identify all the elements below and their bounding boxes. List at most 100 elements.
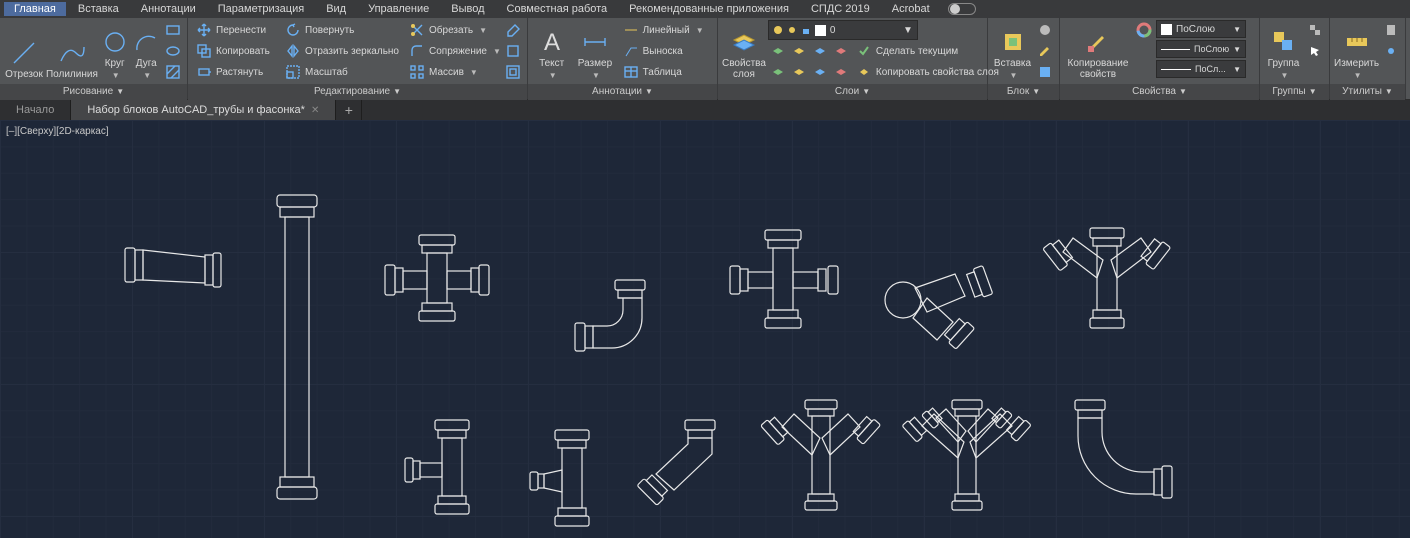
scale-button[interactable]: Масштаб xyxy=(281,62,403,82)
panel-title-props[interactable]: Свойства▼ xyxy=(1060,84,1259,100)
menu-tab-insert[interactable]: Вставка xyxy=(68,2,129,16)
offset-button[interactable] xyxy=(503,62,523,82)
explode-icon xyxy=(505,43,521,59)
move-button[interactable]: Перенести xyxy=(192,20,279,40)
circle-button[interactable]: Круг ▼ xyxy=(100,20,130,82)
leader-icon xyxy=(623,43,639,59)
ellipse-button[interactable] xyxy=(163,41,183,61)
mirror-button[interactable]: Отразить зеркально xyxy=(281,41,403,61)
menu-tab-output[interactable]: Вывод xyxy=(441,2,494,16)
match-layer-button[interactable]: Копировать свойства слоя xyxy=(852,62,1003,82)
insert-block-button[interactable]: Вставка ▼ xyxy=(992,20,1033,82)
layer-tool-5[interactable] xyxy=(768,62,788,82)
measure-button[interactable]: Измерить ▼ xyxy=(1334,20,1379,82)
ellipse-icon xyxy=(165,43,181,59)
new-tab-button[interactable]: + xyxy=(336,100,362,120)
util-tool-2[interactable] xyxy=(1381,41,1401,61)
menu-tab-manage[interactable]: Управление xyxy=(358,2,439,16)
menu-tab-view[interactable]: Вид xyxy=(316,2,356,16)
polyline-button[interactable]: Полилиния xyxy=(46,20,98,82)
array-button[interactable]: Массив▼ xyxy=(405,62,501,82)
layer-tool-6[interactable] xyxy=(789,62,809,82)
layer-selector[interactable]: 0 ▼ xyxy=(768,20,918,40)
table-button[interactable]: Таблица xyxy=(619,62,713,82)
text-button[interactable]: A Текст ▼ xyxy=(532,20,571,82)
match-props-button[interactable]: Копирование свойств xyxy=(1064,20,1132,82)
menu-tab-main[interactable]: Главная xyxy=(4,2,66,16)
group-label: Группа xyxy=(1268,58,1300,69)
layers-icon xyxy=(730,28,758,56)
panel-title-block[interactable]: Блок▼ xyxy=(988,84,1059,100)
group-tool-1[interactable] xyxy=(1305,20,1325,40)
arc-icon xyxy=(132,28,160,56)
menu-tab-acrobat[interactable]: Acrobat xyxy=(882,2,940,16)
menu-tab-recom[interactable]: Рекомендованные приложения xyxy=(619,2,799,16)
menu-tab-spds[interactable]: СПДС 2019 xyxy=(801,2,880,16)
rotate-button[interactable]: Повернуть xyxy=(281,20,403,40)
table-label: Таблица xyxy=(643,67,682,78)
menu-tab-annot[interactable]: Аннотации xyxy=(131,2,206,16)
toggle-switch[interactable] xyxy=(948,3,976,15)
menu-tab-collab[interactable]: Совместная работа xyxy=(497,2,618,16)
fillet-button[interactable]: Сопряжение▼ xyxy=(405,41,501,61)
trim-button[interactable]: Обрезать▼ xyxy=(405,20,501,40)
block-tool-3[interactable] xyxy=(1035,62,1055,82)
layer-tool-7[interactable] xyxy=(810,62,830,82)
bulb-icon xyxy=(773,25,783,35)
doc-tab-active[interactable]: Набор блоков AutoCAD_трубы и фасонка*✕ xyxy=(71,100,336,120)
linear-button[interactable]: Линейный▼ xyxy=(619,20,713,40)
layer-props-label: Свойства слоя xyxy=(722,58,766,80)
drawing-canvas[interactable]: [–][Сверху][2D-каркас] xyxy=(0,120,1410,538)
layer-tool-2[interactable] xyxy=(789,41,809,61)
close-icon[interactable]: ✕ xyxy=(311,105,319,116)
move-label: Перенести xyxy=(216,25,266,36)
document-tabs: Начало Набор блоков AutoCAD_трубы и фасо… xyxy=(0,100,1410,120)
arc-button[interactable]: Дуга ▼ xyxy=(131,20,161,82)
stretch-button[interactable]: Растянуть xyxy=(192,62,279,82)
layer-tool-3[interactable] xyxy=(810,41,830,61)
rotate-icon xyxy=(285,22,301,38)
doc-tab-start[interactable]: Начало xyxy=(0,100,71,120)
panel-title-draw[interactable]: Рисование▼ xyxy=(0,84,187,100)
block-tool-2[interactable] xyxy=(1035,41,1055,61)
group-tool-2[interactable] xyxy=(1305,41,1325,61)
leader-button[interactable]: Выноска xyxy=(619,41,713,61)
layer-icon xyxy=(813,65,827,79)
make-current-button[interactable]: Сделать текущим xyxy=(852,41,1003,61)
linetype-value: ПоСл... xyxy=(1195,64,1226,74)
mirror-label: Отразить зеркально xyxy=(305,46,399,57)
line-button[interactable]: Отрезок xyxy=(4,20,44,82)
layer-color-swatch xyxy=(815,25,826,36)
linetype-selector[interactable]: ПоСл...▼ xyxy=(1156,60,1246,78)
lineweight-selector[interactable]: ПоСлою▼ xyxy=(1156,40,1246,58)
layer-tool-1[interactable] xyxy=(768,41,788,61)
erase-button[interactable] xyxy=(503,20,523,40)
group-button[interactable]: Группа ▼ xyxy=(1264,20,1303,82)
leader-label: Выноска xyxy=(643,46,683,57)
layer-tool-8[interactable] xyxy=(831,62,851,82)
color-wheel-button[interactable] xyxy=(1134,20,1154,40)
stretch-label: Растянуть xyxy=(216,67,263,78)
color-selector[interactable]: ПоСлою▼ xyxy=(1156,20,1246,38)
scale-icon xyxy=(285,64,301,80)
panel-title-utils[interactable]: Утилиты▼ xyxy=(1330,84,1405,100)
layer-props-button[interactable]: Свойства слоя xyxy=(722,20,766,82)
util-tool-1[interactable] xyxy=(1381,20,1401,40)
ribbon: Отрезок Полилиния Круг ▼ Дуга ▼ Ри xyxy=(0,18,1410,100)
explode-button[interactable] xyxy=(503,41,523,61)
mirror-icon xyxy=(285,43,301,59)
edit-icon xyxy=(1038,44,1052,58)
panel-title-groups[interactable]: Группы▼ xyxy=(1260,84,1329,100)
menu-tab-param[interactable]: Параметризация xyxy=(208,2,314,16)
rect-button[interactable] xyxy=(163,20,183,40)
panel-title-annot[interactable]: Аннотации▼ xyxy=(528,84,717,100)
copy-button[interactable]: Копировать xyxy=(192,41,279,61)
block-tool-1[interactable] xyxy=(1035,20,1055,40)
panel-title-edit[interactable]: Редактирование▼ xyxy=(188,84,527,100)
panel-title-layers[interactable]: Слои▼ xyxy=(718,84,987,100)
group-icon xyxy=(1270,28,1298,56)
ungroup-icon xyxy=(1308,23,1322,37)
dimension-button[interactable]: Размер ▼ xyxy=(573,20,616,82)
hatch-button[interactable] xyxy=(163,62,183,82)
layer-tool-4[interactable] xyxy=(831,41,851,61)
